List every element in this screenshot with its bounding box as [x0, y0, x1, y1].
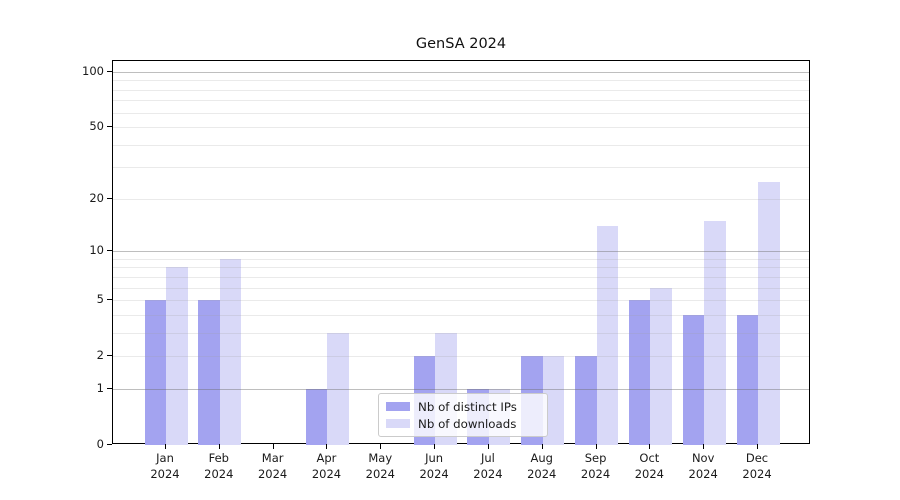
- x-tick-mark: [380, 444, 382, 449]
- bar-nov-downloads: [704, 220, 726, 445]
- plot-area: [112, 60, 810, 445]
- x-tick-label-nov: Nov 2024: [688, 451, 718, 481]
- x-tick-mark: [541, 444, 543, 449]
- x-tick-mark: [218, 444, 220, 449]
- x-tick-label-may: May 2024: [365, 451, 395, 481]
- bar-nov-ips: [682, 314, 705, 445]
- bar-aug-downloads: [542, 356, 565, 445]
- x-tick-mark: [649, 444, 651, 449]
- y-tick-mark: [107, 444, 112, 445]
- x-tick-mark: [487, 444, 489, 449]
- bar-sep-ips: [575, 356, 597, 445]
- gridline-80: [113, 89, 809, 91]
- y-tick-label-50: 50: [89, 119, 104, 134]
- x-tick-label-mar: Mar 2024: [257, 451, 288, 481]
- gridline-60: [113, 112, 809, 114]
- bar-apr-downloads: [327, 332, 349, 445]
- y-tick-label-10: 10: [89, 243, 104, 258]
- gridline-6: [113, 287, 809, 289]
- x-tick-mark: [272, 444, 274, 449]
- legend-item: Nb of distinct IPs: [386, 400, 540, 414]
- bar-dec-ips: [736, 314, 759, 445]
- legend-swatch-ips: [386, 402, 410, 411]
- gridline-30: [113, 167, 809, 169]
- gridline-2: [113, 356, 809, 358]
- bar-jan-downloads: [166, 267, 188, 445]
- x-tick-label-jun: Jun 2024: [419, 451, 449, 481]
- y-tick-mark: [107, 70, 112, 72]
- x-tick-label-apr: Apr 2024: [311, 451, 342, 481]
- y-tick-label-1: 1: [96, 380, 104, 395]
- y-tick-label-0: 0: [96, 437, 104, 451]
- x-tick-label-sep: Sep 2024: [580, 451, 611, 481]
- gridline-10: [113, 251, 809, 253]
- y-tick-mark: [107, 250, 112, 252]
- bar-sep-downloads: [596, 226, 619, 445]
- x-tick-mark: [326, 444, 328, 449]
- bar-oct-ips: [628, 300, 651, 445]
- x-tick-mark: [165, 444, 166, 449]
- x-tick-mark: [434, 444, 436, 449]
- x-tick-label-feb: Feb 2024: [204, 451, 234, 481]
- x-tick-label-jul: Jul 2024: [473, 451, 503, 481]
- gridline-90: [113, 80, 809, 82]
- gridline-40: [113, 144, 809, 146]
- x-tick-label-aug: Aug 2024: [527, 451, 557, 481]
- bar-apr-ips: [305, 388, 328, 445]
- y-tick-label-100: 100: [82, 63, 104, 78]
- y-tick-label-5: 5: [96, 292, 104, 307]
- legend-item: Nb of downloads: [386, 417, 540, 431]
- y-tick-label-2: 2: [96, 348, 104, 363]
- gridline-3: [113, 332, 809, 334]
- x-tick-label-jan: Jan 2024: [150, 451, 180, 481]
- chart-title: GenSA 2024: [415, 36, 507, 52]
- bar-jan-ips: [144, 300, 166, 445]
- gridline-9: [113, 258, 809, 260]
- x-tick-mark: [703, 444, 705, 449]
- gridline-8: [113, 267, 809, 269]
- gridline-7: [113, 276, 809, 278]
- y-tick-mark: [107, 387, 112, 389]
- legend-item-label: Nb of downloads: [418, 416, 517, 431]
- y-tick-mark: [107, 197, 112, 199]
- bar-oct-downloads: [650, 287, 672, 445]
- gridline-50: [113, 127, 809, 129]
- bar-dec-downloads: [758, 181, 780, 445]
- legend-item-label: Nb of distinct IPs: [418, 399, 517, 414]
- y-tick-mark: [107, 126, 112, 128]
- x-tick-label-oct: Oct 2024: [634, 451, 665, 481]
- gridline-70: [113, 100, 809, 102]
- gridline-4: [113, 314, 809, 316]
- gridline-1: [113, 388, 809, 390]
- bar-feb-ips: [198, 300, 220, 445]
- gridline-20: [113, 198, 809, 200]
- y-tick-mark: [107, 355, 112, 357]
- gridline-5: [113, 300, 809, 302]
- gridline-100: [113, 71, 809, 73]
- y-tick-mark: [107, 299, 112, 301]
- x-tick-mark: [595, 444, 597, 449]
- x-tick-mark: [757, 444, 759, 449]
- x-tick-label-dec: Dec 2024: [742, 451, 772, 481]
- legend-swatch-downloads: [386, 419, 410, 428]
- bar-feb-downloads: [219, 258, 242, 445]
- legend: Nb of distinct IPs Nb of downloads: [378, 393, 548, 437]
- y-tick-label-20: 20: [89, 190, 104, 205]
